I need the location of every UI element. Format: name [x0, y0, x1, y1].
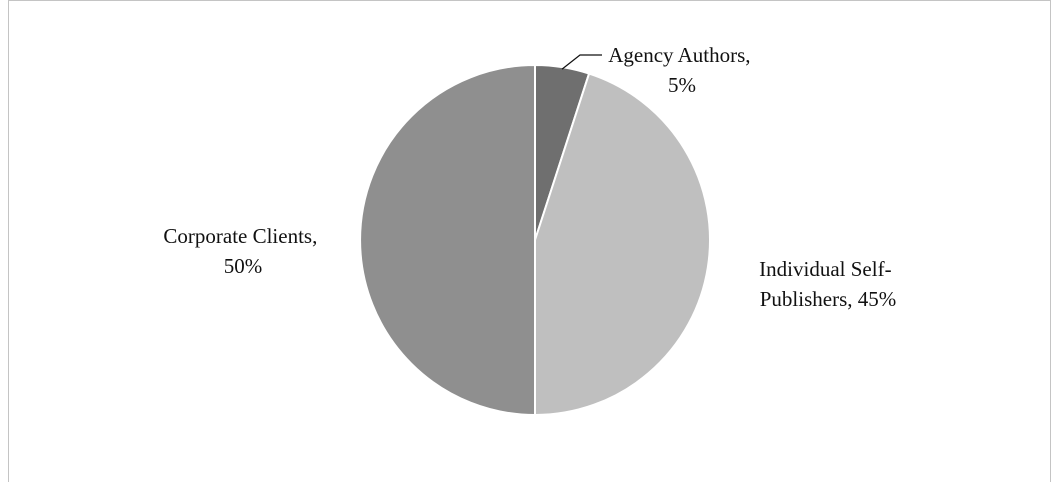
leader-line-agency-authors: [561, 54, 602, 70]
slice-labels: Agency Authors, 5% Individual Self- Publ…: [163, 43, 896, 311]
pie-slices: [359, 63, 711, 417]
label-corporate-clients: Corporate Clients, 50%: [163, 224, 322, 278]
slice-corporate-clients: [359, 63, 536, 417]
label-agency-authors: Agency Authors, 5%: [608, 43, 756, 97]
slice-individual-self-publishers: [534, 72, 711, 417]
leader-lines: [561, 54, 602, 70]
label-individual-self-publishers: Individual Self- Publishers, 45%: [759, 257, 897, 311]
chart-frame: [8, 0, 1051, 482]
